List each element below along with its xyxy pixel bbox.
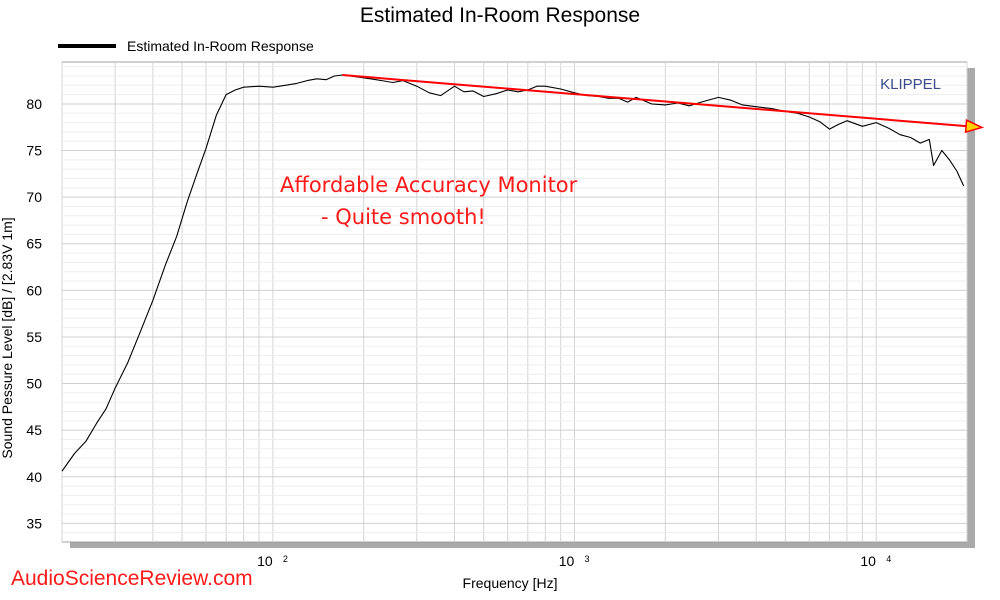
x-axis-label: Frequency [Hz] [463,575,558,591]
x-tick-label: 10 [559,553,575,569]
annotation-line-1: Affordable Accuracy Monitor [280,173,578,197]
trend-line [342,74,967,128]
y-tick-labels: 35 40 45 50 55 60 65 70 75 80 [26,96,42,531]
series-line [61,74,965,472]
legend-entry: Estimated In-Room Response [127,38,314,54]
y-tick-label: 80 [26,96,42,112]
annotation-line-2: - Quite smooth! [321,205,486,229]
y-tick-label: 55 [26,329,42,345]
trend-layer [342,74,985,134]
trend-arrowhead [964,119,985,134]
x-tick-labels: 10 2 10 3 10 4 [257,553,891,569]
y-tick-label: 45 [26,422,42,438]
y-tick-label: 35 [26,515,42,531]
grid-lines [61,62,968,542]
klippel-label: KLIPPEL [880,76,941,93]
x-tick-label: 10 [257,553,273,569]
site-watermark: AudioScienceReview.com [11,567,253,590]
chart-title: Estimated In-Room Response [360,4,640,27]
y-tick-label: 75 [26,143,42,159]
y-axis-label: Sound Pessure Level [dB] / [2.83V 1m] [0,217,15,458]
y-tick-label: 70 [26,189,42,205]
y-tick-label: 60 [26,282,42,298]
series-layer [61,74,965,472]
x-tick-label: 10 [860,553,876,569]
plot-area [61,61,968,543]
x-tick-exponent: 4 [886,554,891,564]
y-tick-label: 50 [26,376,42,392]
x-tick-exponent: 3 [585,554,590,564]
x-tick-exponent: 2 [283,554,288,564]
y-tick-label: 40 [26,469,42,485]
y-tick-label: 65 [26,236,42,252]
